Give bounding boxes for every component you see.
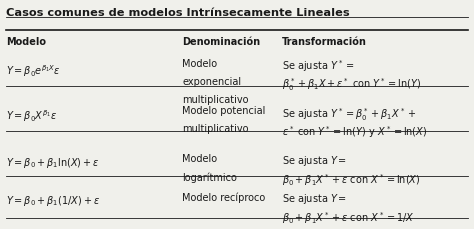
Text: Modelo: Modelo xyxy=(182,153,218,163)
Text: Modelo potencial: Modelo potencial xyxy=(182,105,266,115)
Text: exponencial: exponencial xyxy=(182,76,242,86)
Text: Modelo: Modelo xyxy=(182,58,218,68)
Text: Modelo recíproco: Modelo recíproco xyxy=(182,191,266,202)
Text: Modelo: Modelo xyxy=(6,37,46,46)
Text: Transformación: Transformación xyxy=(282,37,367,46)
Text: Se ajusta $Y =$: Se ajusta $Y =$ xyxy=(282,153,347,167)
Text: logarítmico: logarítmico xyxy=(182,171,237,182)
Text: $Y = \beta_0 + \beta_1 \ln(X) + \varepsilon$: $Y = \beta_0 + \beta_1 \ln(X) + \varepsi… xyxy=(6,156,100,170)
Text: Se ajusta $Y^* = \beta_0^* + \beta_1 X^* +$: Se ajusta $Y^* = \beta_0^* + \beta_1 X^*… xyxy=(282,105,416,122)
Text: $Y = \beta_0 X^{\beta_1}\varepsilon$: $Y = \beta_0 X^{\beta_1}\varepsilon$ xyxy=(6,108,57,123)
Text: Se ajusta $Y =$: Se ajusta $Y =$ xyxy=(282,191,347,205)
Text: $Y = \beta_0 e^{\beta_1 X}\varepsilon$: $Y = \beta_0 e^{\beta_1 X}\varepsilon$ xyxy=(6,63,61,79)
Text: Denominación: Denominación xyxy=(182,37,261,46)
Text: multiplicativo: multiplicativo xyxy=(182,123,249,133)
Text: $\beta_0 + \beta_1 X^* + \varepsilon$ con $X^* = 1/X$: $\beta_0 + \beta_1 X^* + \varepsilon$ co… xyxy=(282,209,415,225)
Text: multiplicativo: multiplicativo xyxy=(182,94,249,104)
Text: $\beta_0^* + \beta_1 X + \varepsilon^*$ con $Y^* = \ln(Y)$: $\beta_0^* + \beta_1 X + \varepsilon^*$ … xyxy=(282,76,421,93)
Text: Se ajusta $Y^* =$: Se ajusta $Y^* =$ xyxy=(282,58,354,74)
Text: $Y = \beta_0 + \beta_1(1/X) + \varepsilon$: $Y = \beta_0 + \beta_1(1/X) + \varepsilo… xyxy=(6,194,100,207)
Text: $\varepsilon^*$ con $Y^* = \ln(Y)$ y $X^* = \ln(X)$: $\varepsilon^*$ con $Y^* = \ln(Y)$ y $X^… xyxy=(282,123,428,139)
Text: Casos comunes de modelos Intrínsecamente Lineales: Casos comunes de modelos Intrínsecamente… xyxy=(6,8,349,18)
Text: $\beta_0 + \beta_1 X^* + \varepsilon$ con $X^* = \ln(X)$: $\beta_0 + \beta_1 X^* + \varepsilon$ co… xyxy=(282,171,420,187)
